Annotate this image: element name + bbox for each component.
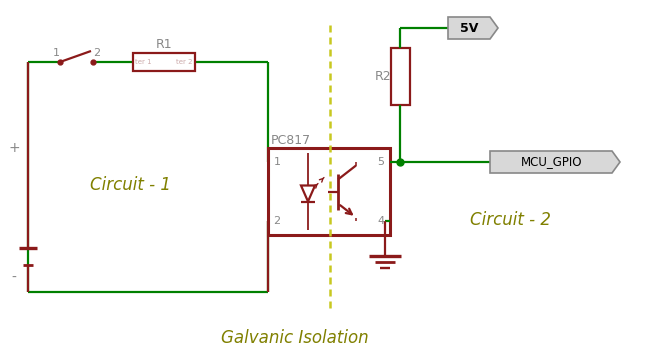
Text: 1: 1 [274, 157, 281, 167]
Text: -: - [12, 271, 16, 285]
Text: ter 2: ter 2 [177, 59, 193, 65]
Text: 2: 2 [94, 48, 101, 58]
Text: MCU_GPIO: MCU_GPIO [521, 156, 583, 169]
Text: R1: R1 [156, 38, 172, 51]
Text: Circuit - 2: Circuit - 2 [469, 211, 551, 229]
Bar [391, 48, 410, 105]
Text: R2: R2 [374, 70, 391, 83]
Text: 1: 1 [53, 48, 60, 58]
Text: Circuit - 1: Circuit - 1 [90, 176, 170, 194]
Bar [268, 148, 390, 235]
Text: 2: 2 [274, 216, 281, 226]
Text: PC817: PC817 [271, 133, 311, 146]
Text: 4: 4 [378, 216, 385, 226]
Text: 5V: 5V [460, 21, 478, 34]
Bar [133, 53, 195, 71]
Text: ter 1: ter 1 [135, 59, 151, 65]
Text: 5: 5 [378, 157, 385, 167]
Polygon shape [490, 151, 620, 173]
Polygon shape [448, 17, 498, 39]
Text: +: + [8, 141, 20, 155]
Text: Galvanic Isolation: Galvanic Isolation [221, 329, 369, 347]
